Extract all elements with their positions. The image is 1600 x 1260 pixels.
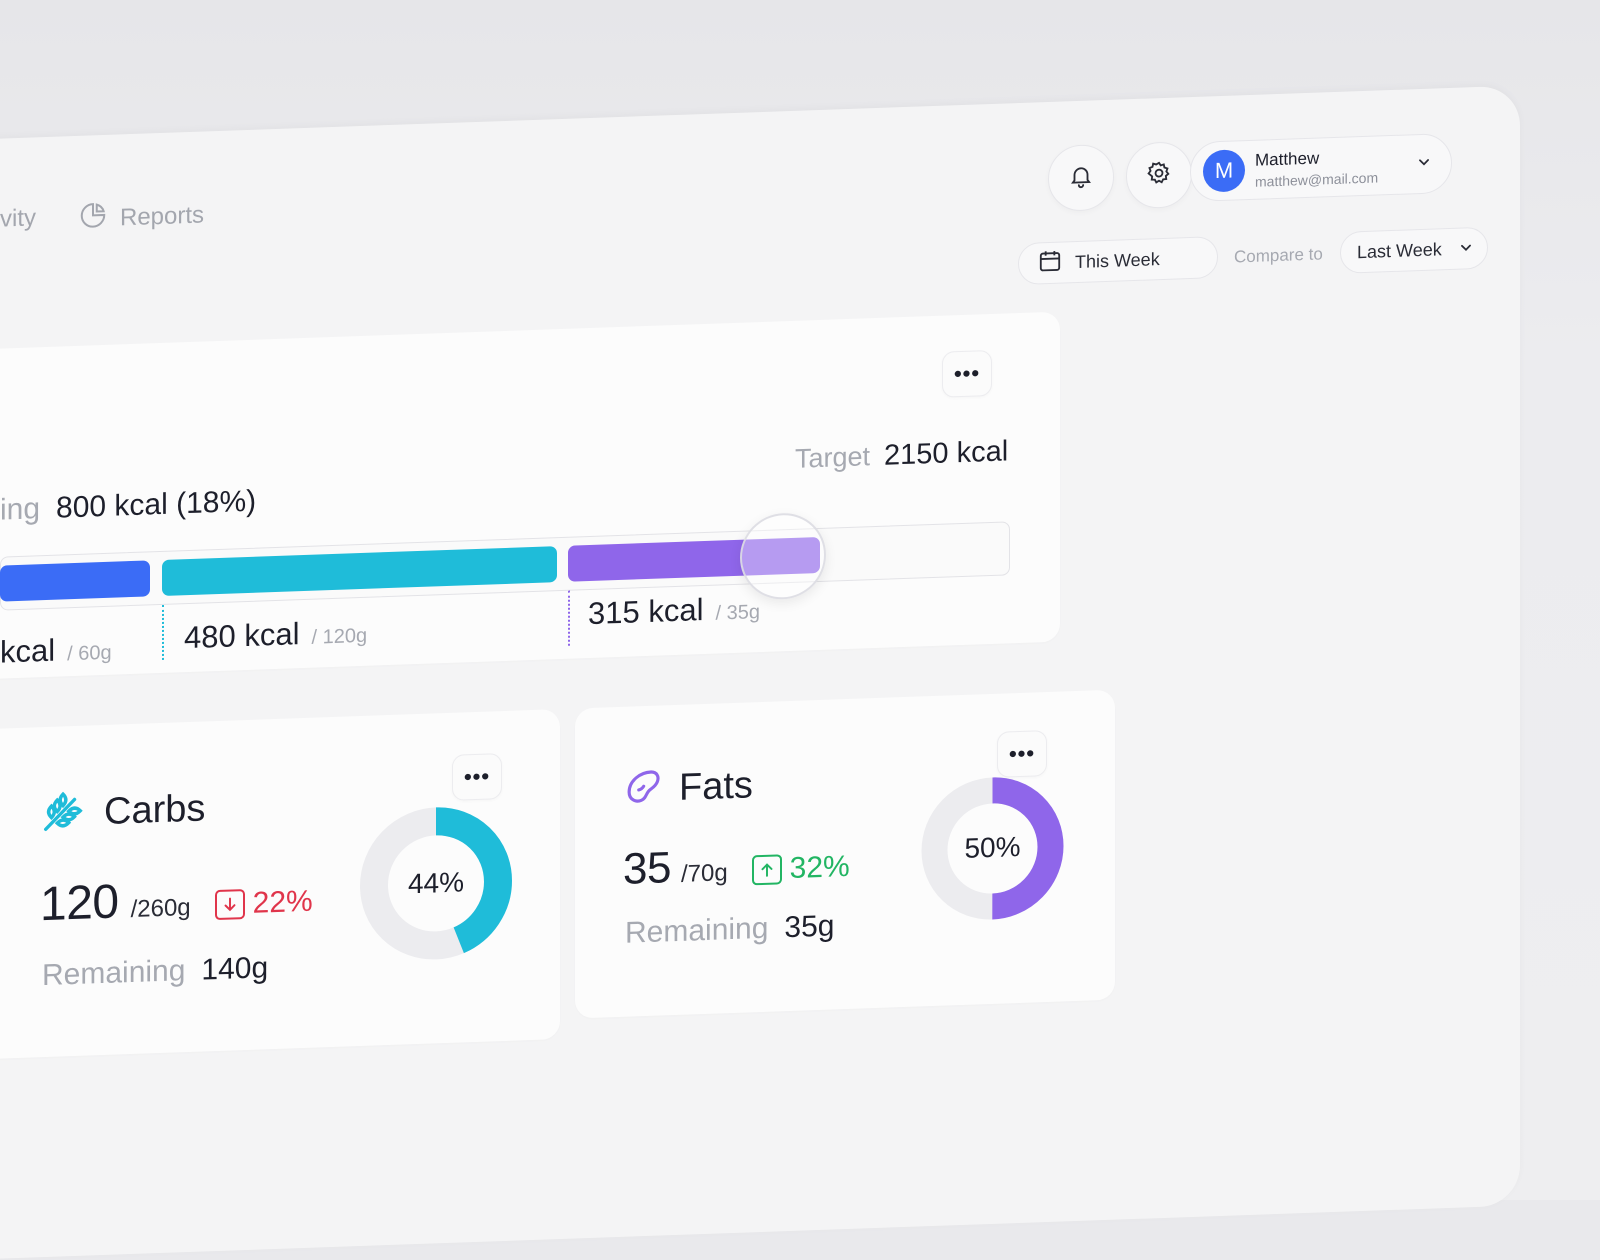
carbs-amount: 120: [40, 875, 119, 932]
calendar-icon: [1037, 247, 1063, 279]
bean-icon: [623, 765, 665, 813]
carbs-grams: / 120g: [311, 624, 368, 649]
gear-icon: [1146, 159, 1172, 191]
fats-more-button[interactable]: •••: [997, 730, 1047, 778]
nav-item-reports-label: Reports: [120, 200, 205, 231]
bell-icon: [1068, 162, 1094, 194]
protein-segment: [0, 560, 150, 602]
remaining-value: 800 kcal (18%): [56, 484, 257, 525]
target-value: 2150 kcal: [884, 435, 1009, 472]
protein-grams: / 60g: [67, 641, 112, 666]
carbs-title: Carbs: [104, 787, 206, 833]
carbs-percent: 44%: [407, 866, 465, 900]
nav-item-activity[interactable]: vity: [0, 204, 36, 233]
carbs-more-button[interactable]: •••: [452, 753, 502, 801]
user-name: Matthew: [1255, 148, 1320, 170]
wheat-icon: [40, 788, 86, 841]
chevron-down-icon: [1459, 238, 1473, 259]
fats-amount: 35: [623, 843, 671, 894]
carbs-delta: 22%: [214, 884, 313, 922]
carbs-donut-arc: [360, 807, 512, 960]
compare-value: Last Week: [1357, 238, 1442, 262]
carbs-kcal-value: 480 kcal: [184, 616, 300, 656]
pie-chart-icon: [78, 200, 108, 238]
protein-kcal: kcal / 60g: [0, 631, 112, 671]
fats-remaining-label: Remaining: [625, 911, 769, 950]
settings-button[interactable]: [1126, 140, 1192, 210]
progress-handle[interactable]: [740, 511, 826, 601]
fats-kcal-value: 315 kcal: [588, 592, 704, 632]
calories-more-button[interactable]: •••: [942, 349, 992, 398]
compare-label: Compare to: [1234, 244, 1323, 267]
avatar: M: [1203, 149, 1245, 193]
calories-card: ••• ing 800 kcal (18%) Target 2150 kcal …: [0, 311, 1060, 680]
chevron-down-icon: [1417, 154, 1431, 173]
more-icon: •••: [463, 763, 491, 790]
carbs-remaining-value: 140g: [201, 951, 269, 987]
period-selector[interactable]: This Week: [1018, 236, 1218, 286]
fats-remaining-value: 35g: [784, 909, 835, 945]
fats-delta: 32%: [751, 849, 850, 887]
fats-divider: [568, 590, 570, 646]
fats-delta-value: 32%: [789, 849, 850, 886]
carbs-delta-value: 22%: [252, 884, 313, 920]
carbs-remaining-label: Remaining: [42, 954, 186, 993]
target-label: Target: [795, 441, 871, 474]
fats-donut: 50%: [920, 773, 1065, 923]
carbs-donut: 44%: [358, 803, 514, 964]
period-label: This Week: [1075, 248, 1160, 272]
fats-grams: / 35g: [715, 601, 760, 625]
fats-target: /70g: [680, 859, 728, 888]
protein-kcal-value: kcal: [0, 632, 56, 670]
carbs-card: ••• Carbs 120 /260g: [0, 709, 560, 1060]
carbs-target: /260g: [130, 893, 191, 924]
dashboard-panel: vity Reports M Matthew: [0, 85, 1520, 1260]
fats-kcal: 315 kcal / 35g: [588, 590, 760, 632]
arrow-down-icon: [214, 889, 245, 921]
carbs-kcal: 480 kcal / 120g: [184, 614, 367, 656]
more-icon: •••: [1008, 740, 1036, 767]
user-email: matthew@mail.com: [1255, 168, 1379, 190]
fats-percent: 50%: [964, 830, 1021, 864]
fats-donut-arc: [921, 777, 1064, 920]
notifications-button[interactable]: [1048, 143, 1114, 213]
arrow-up-icon: [751, 854, 782, 886]
compare-selector[interactable]: Last Week: [1340, 226, 1488, 274]
remaining-label: ing: [0, 492, 41, 527]
fats-card: ••• Fats 35 /70g 32% Remaining 35: [575, 689, 1115, 1019]
fats-title: Fats: [679, 764, 753, 809]
user-menu[interactable]: M Matthew matthew@mail.com: [1190, 132, 1452, 203]
calories-progress-bar: [0, 511, 1010, 611]
more-icon: •••: [953, 360, 981, 387]
carbs-divider: [162, 604, 164, 660]
nav-item-activity-label: vity: [0, 204, 36, 233]
nav-item-reports[interactable]: Reports: [78, 196, 204, 237]
